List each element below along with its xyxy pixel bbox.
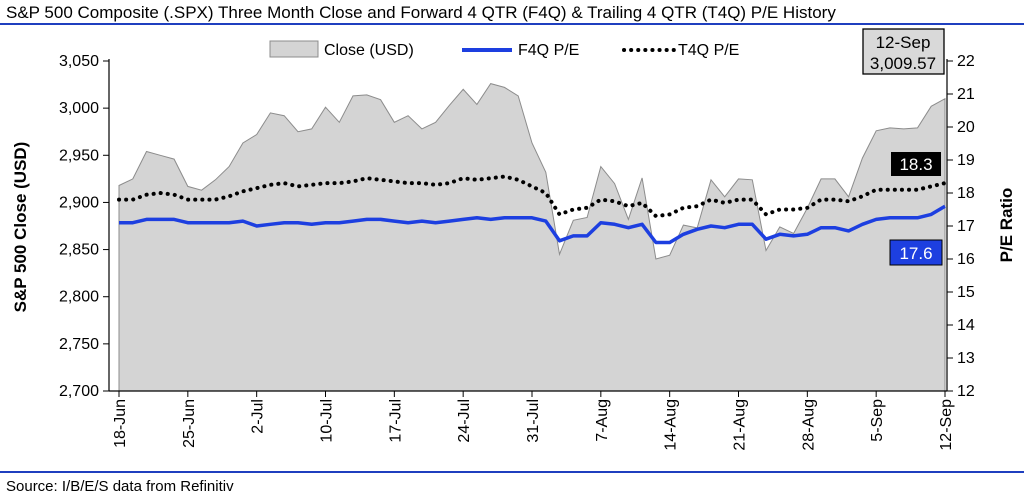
y-right-tick-label: 18: [957, 185, 975, 202]
y-right-tick-label: 20: [957, 119, 975, 136]
x-tick-label: 17-Jul: [387, 399, 404, 443]
chart-title: S&P 500 Composite (.SPX) Three Month Clo…: [6, 3, 836, 22]
axes-layer: [103, 59, 953, 397]
y-right-tick-label: 15: [957, 284, 975, 301]
x-tick-label: 2-Jul: [250, 399, 267, 434]
f4q-pe-line: [119, 204, 946, 245]
y-right-tick-label: 16: [957, 251, 975, 268]
y-right-tick-label: 22: [957, 53, 975, 70]
close-area-series: [118, 83, 946, 392]
x-tick-label: 31-Jul: [525, 399, 542, 443]
last-value-box: 12-Sep 3,009.57: [862, 28, 945, 75]
legend-label-f4q: F4Q P/E: [518, 42, 579, 59]
x-tick-label: 5-Sep: [869, 399, 886, 442]
x-tick-label: 24-Jul: [456, 399, 473, 443]
y-left-tick-label: 2,900: [59, 194, 99, 211]
f4q-last-value: 17.6: [899, 244, 932, 263]
f4q-last-badge-bg: [889, 239, 943, 266]
bottom-rule: [0, 471, 1024, 473]
pe-lines-layer: [117, 174, 947, 245]
f4q-last-badge: 17.6: [889, 239, 943, 266]
y-right-tick-label: 19: [957, 152, 975, 169]
t4q-pe-line: [117, 174, 947, 219]
legend: Close (USD) F4Q P/E T4Q P/E: [269, 40, 739, 59]
t4q-last-badge-bg: [891, 152, 941, 176]
tick-labels-layer: 2,700 2,750 2,800 2,850 2,900 2,950 3,000 3,050…: [59, 53, 975, 451]
t4q-last-badge: 18.3: [891, 152, 941, 176]
x-tick-label: 12-Sep: [938, 399, 955, 451]
last-value-box-bg: [862, 28, 945, 75]
y-right-tick-label: 12: [957, 383, 975, 400]
legend-label-t4q: T4Q P/E: [678, 42, 739, 59]
y-right-tick-label: 14: [957, 317, 975, 334]
last-date-label: 12-Sep: [876, 33, 931, 52]
x-tick-label: 14-Aug: [663, 399, 680, 451]
t4q-last-value: 18.3: [899, 155, 932, 174]
close-area-layer: [118, 83, 946, 392]
y-right-tick-label: 17: [957, 218, 975, 235]
y-left-tick-label: 3,050: [59, 53, 99, 70]
top-rule: [0, 23, 1024, 25]
y-left-tick-label: 2,800: [59, 289, 99, 306]
y-left-axis-title: S&P 500 Close (USD): [11, 142, 30, 313]
y-left-tick-label: 3,000: [59, 100, 99, 117]
y-left-tick-label: 2,700: [59, 383, 99, 400]
x-tick-label: 25-Jun: [181, 399, 198, 448]
x-tick-label: 7-Aug: [594, 399, 611, 442]
x-tick-label: 10-Jul: [319, 399, 336, 443]
y-right-tick-label: 21: [957, 86, 975, 103]
last-close-label: 3,009.57: [870, 54, 936, 73]
legend-label-close: Close (USD): [324, 42, 414, 59]
source-note: Source: I/B/E/S data from Refinitiv: [6, 478, 234, 495]
x-tick-label: 21-Aug: [732, 399, 749, 451]
x-tick-label: 18-Jun: [112, 399, 129, 448]
y-left-tick-label: 2,850: [59, 242, 99, 259]
legend-swatch-close: [269, 40, 319, 58]
y-right-tick-label: 13: [957, 350, 975, 367]
y-left-tick-label: 2,950: [59, 147, 99, 164]
y-left-tick-label: 2,750: [59, 336, 99, 353]
y-right-axis-title: P/E Ratio: [997, 188, 1016, 263]
x-tick-label: 28-Aug: [800, 399, 817, 451]
